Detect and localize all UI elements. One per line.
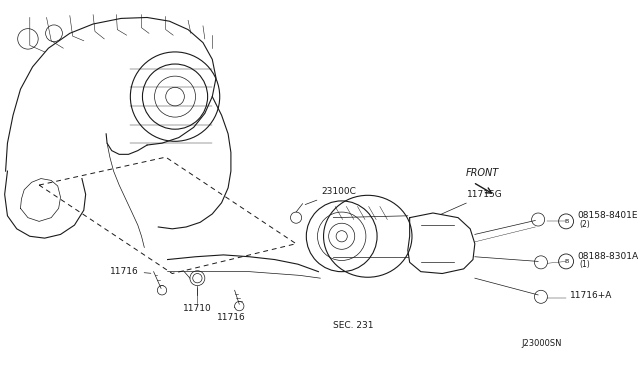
Text: B: B (564, 219, 568, 224)
Text: SEC. 231: SEC. 231 (333, 321, 374, 330)
Text: 08188-8301A: 08188-8301A (577, 251, 638, 261)
Text: FRONT: FRONT (465, 168, 499, 178)
Text: 11716: 11716 (110, 266, 151, 276)
Text: J23000SN: J23000SN (522, 339, 562, 348)
Text: 11716+A: 11716+A (570, 291, 612, 300)
Text: B: B (564, 259, 568, 264)
Text: 08158-8401E: 08158-8401E (577, 211, 637, 219)
Text: (2): (2) (579, 220, 590, 229)
Text: 11715G: 11715G (440, 190, 503, 215)
Text: 23100C: 23100C (305, 187, 356, 205)
Text: (1): (1) (579, 260, 590, 269)
Text: 11716: 11716 (216, 307, 245, 322)
Text: 11710: 11710 (183, 304, 212, 313)
